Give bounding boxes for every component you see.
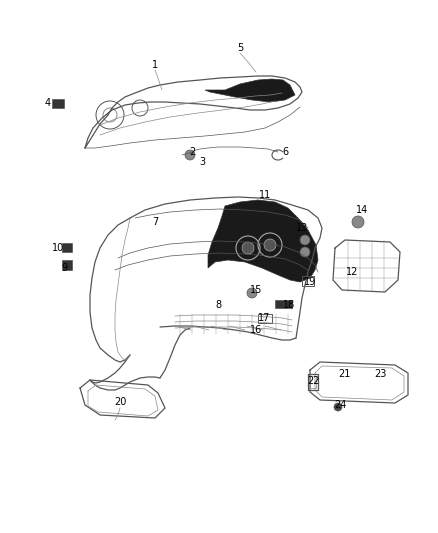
Circle shape [300,247,310,257]
Text: 6: 6 [282,147,288,157]
Text: 16: 16 [250,325,262,335]
Polygon shape [205,79,295,102]
Polygon shape [208,200,318,282]
Circle shape [247,288,257,298]
Text: 17: 17 [258,313,270,323]
Circle shape [264,239,276,251]
Text: 12: 12 [346,267,358,277]
Text: 23: 23 [374,369,386,379]
Text: 24: 24 [334,400,346,410]
Circle shape [185,150,195,160]
Text: 1: 1 [152,60,158,70]
Text: 18: 18 [283,300,295,310]
Text: 7: 7 [152,217,158,227]
Circle shape [334,403,342,411]
Circle shape [352,216,364,228]
Text: 5: 5 [237,43,243,53]
Text: 22: 22 [307,376,319,386]
Text: 21: 21 [338,369,350,379]
Text: 14: 14 [356,205,368,215]
Text: 8: 8 [215,300,221,310]
Circle shape [242,242,254,254]
Circle shape [300,235,310,245]
Text: 4: 4 [45,98,51,108]
Text: 19: 19 [304,277,316,287]
Text: 2: 2 [189,147,195,157]
Bar [302,276,314,286]
Polygon shape [52,99,64,108]
Text: 10: 10 [52,243,64,253]
Polygon shape [275,300,292,308]
Text: 9: 9 [61,263,67,273]
Text: 20: 20 [114,397,126,407]
Text: 15: 15 [250,285,262,295]
Bar [258,314,272,323]
Text: 13: 13 [296,223,308,233]
Text: 11: 11 [259,190,271,200]
Polygon shape [62,243,72,252]
Polygon shape [62,260,72,270]
Text: 3: 3 [199,157,205,167]
